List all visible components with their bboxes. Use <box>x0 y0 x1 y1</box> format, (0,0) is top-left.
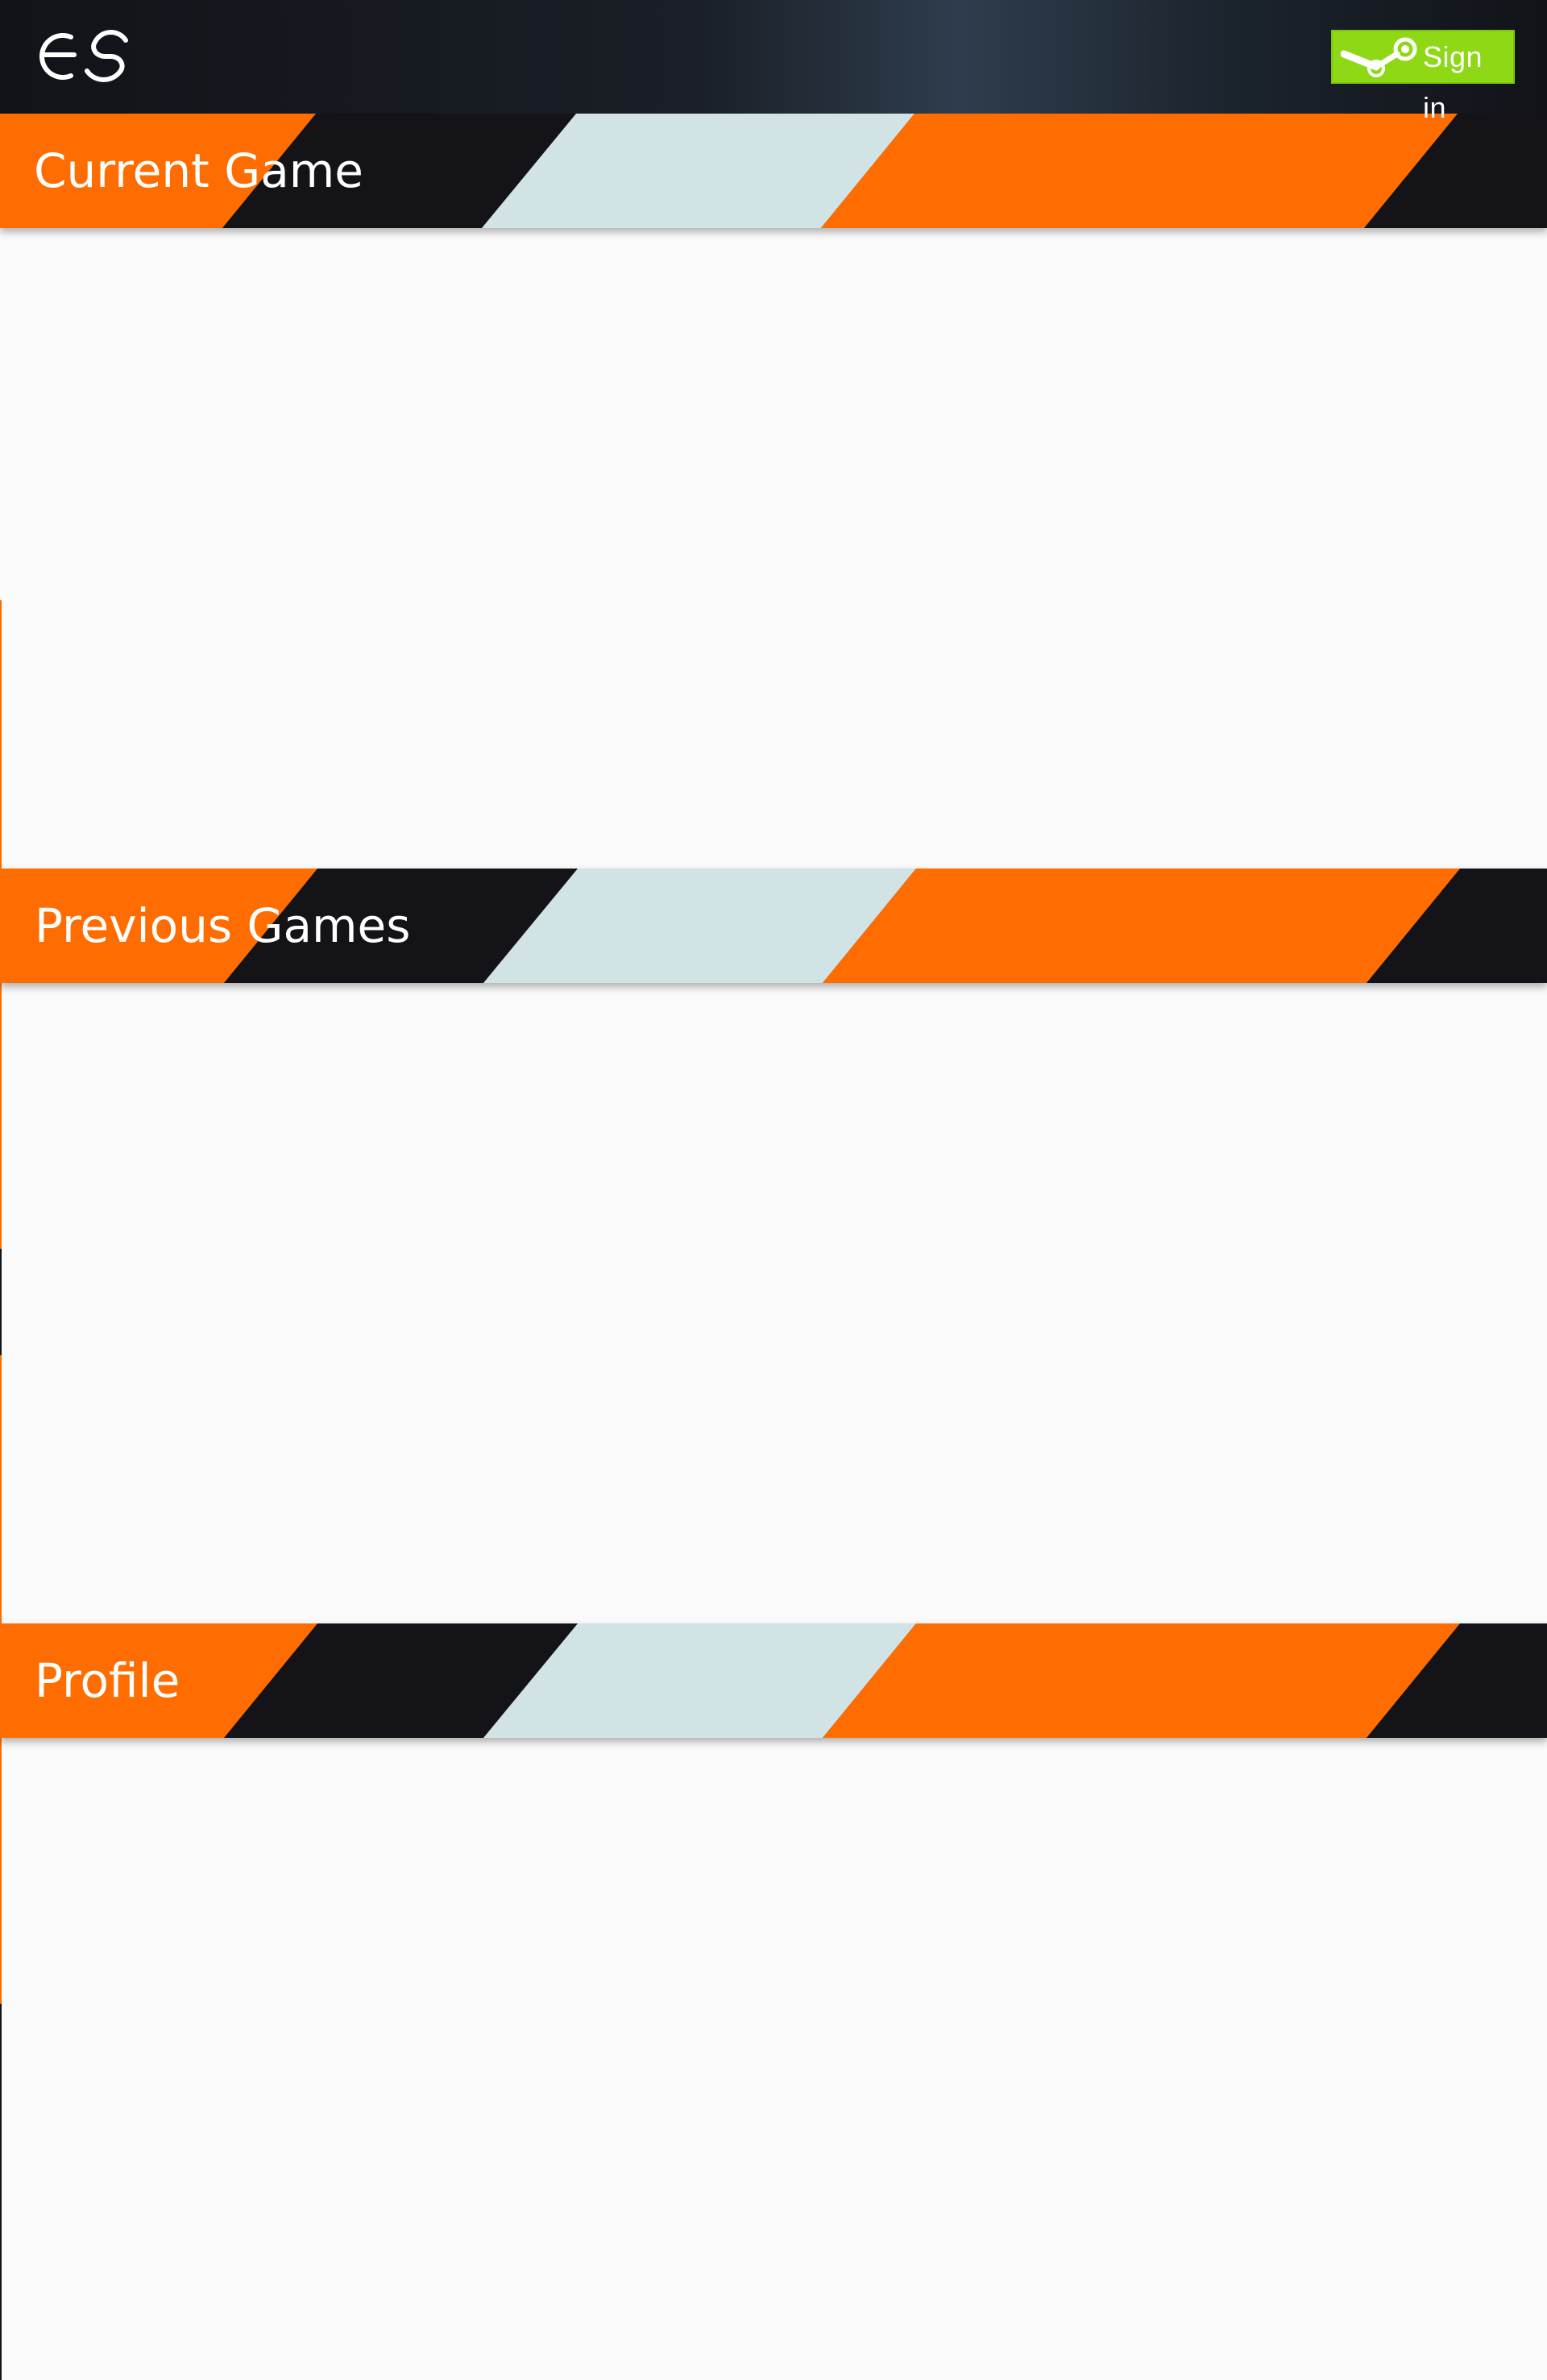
section-title-previous-games: Previous Games <box>35 898 411 953</box>
section-title-profile: Profile <box>35 1653 180 1708</box>
header-stripes <box>0 114 1547 228</box>
header-stripes <box>0 869 1547 983</box>
edge-line <box>0 1249 2 1355</box>
edge-line <box>0 1738 2 2004</box>
section-header-current-game: Current Game <box>0 114 1547 228</box>
edge-line <box>0 2004 2 2380</box>
sign-in-label: Sign in <box>1423 40 1483 124</box>
header-stripes <box>0 1623 1547 1738</box>
top-bar: Sign in <box>0 0 1547 124</box>
section-header-previous-games: Previous Games <box>0 869 1547 983</box>
edge-line <box>0 1355 2 1623</box>
steam-icon <box>1341 37 1417 77</box>
section-title-current-game: Current Game <box>34 143 363 198</box>
edge-line <box>0 983 2 1249</box>
edge-line <box>0 600 2 870</box>
section-header-profile: Profile <box>0 1623 1547 1738</box>
current-game-panel <box>0 228 1547 870</box>
sign-in-button[interactable]: Sign in <box>1331 30 1515 124</box>
cg-logo-icon[interactable] <box>31 24 132 89</box>
previous-games-panel <box>0 983 1547 1625</box>
profile-panel <box>0 1738 1547 2380</box>
